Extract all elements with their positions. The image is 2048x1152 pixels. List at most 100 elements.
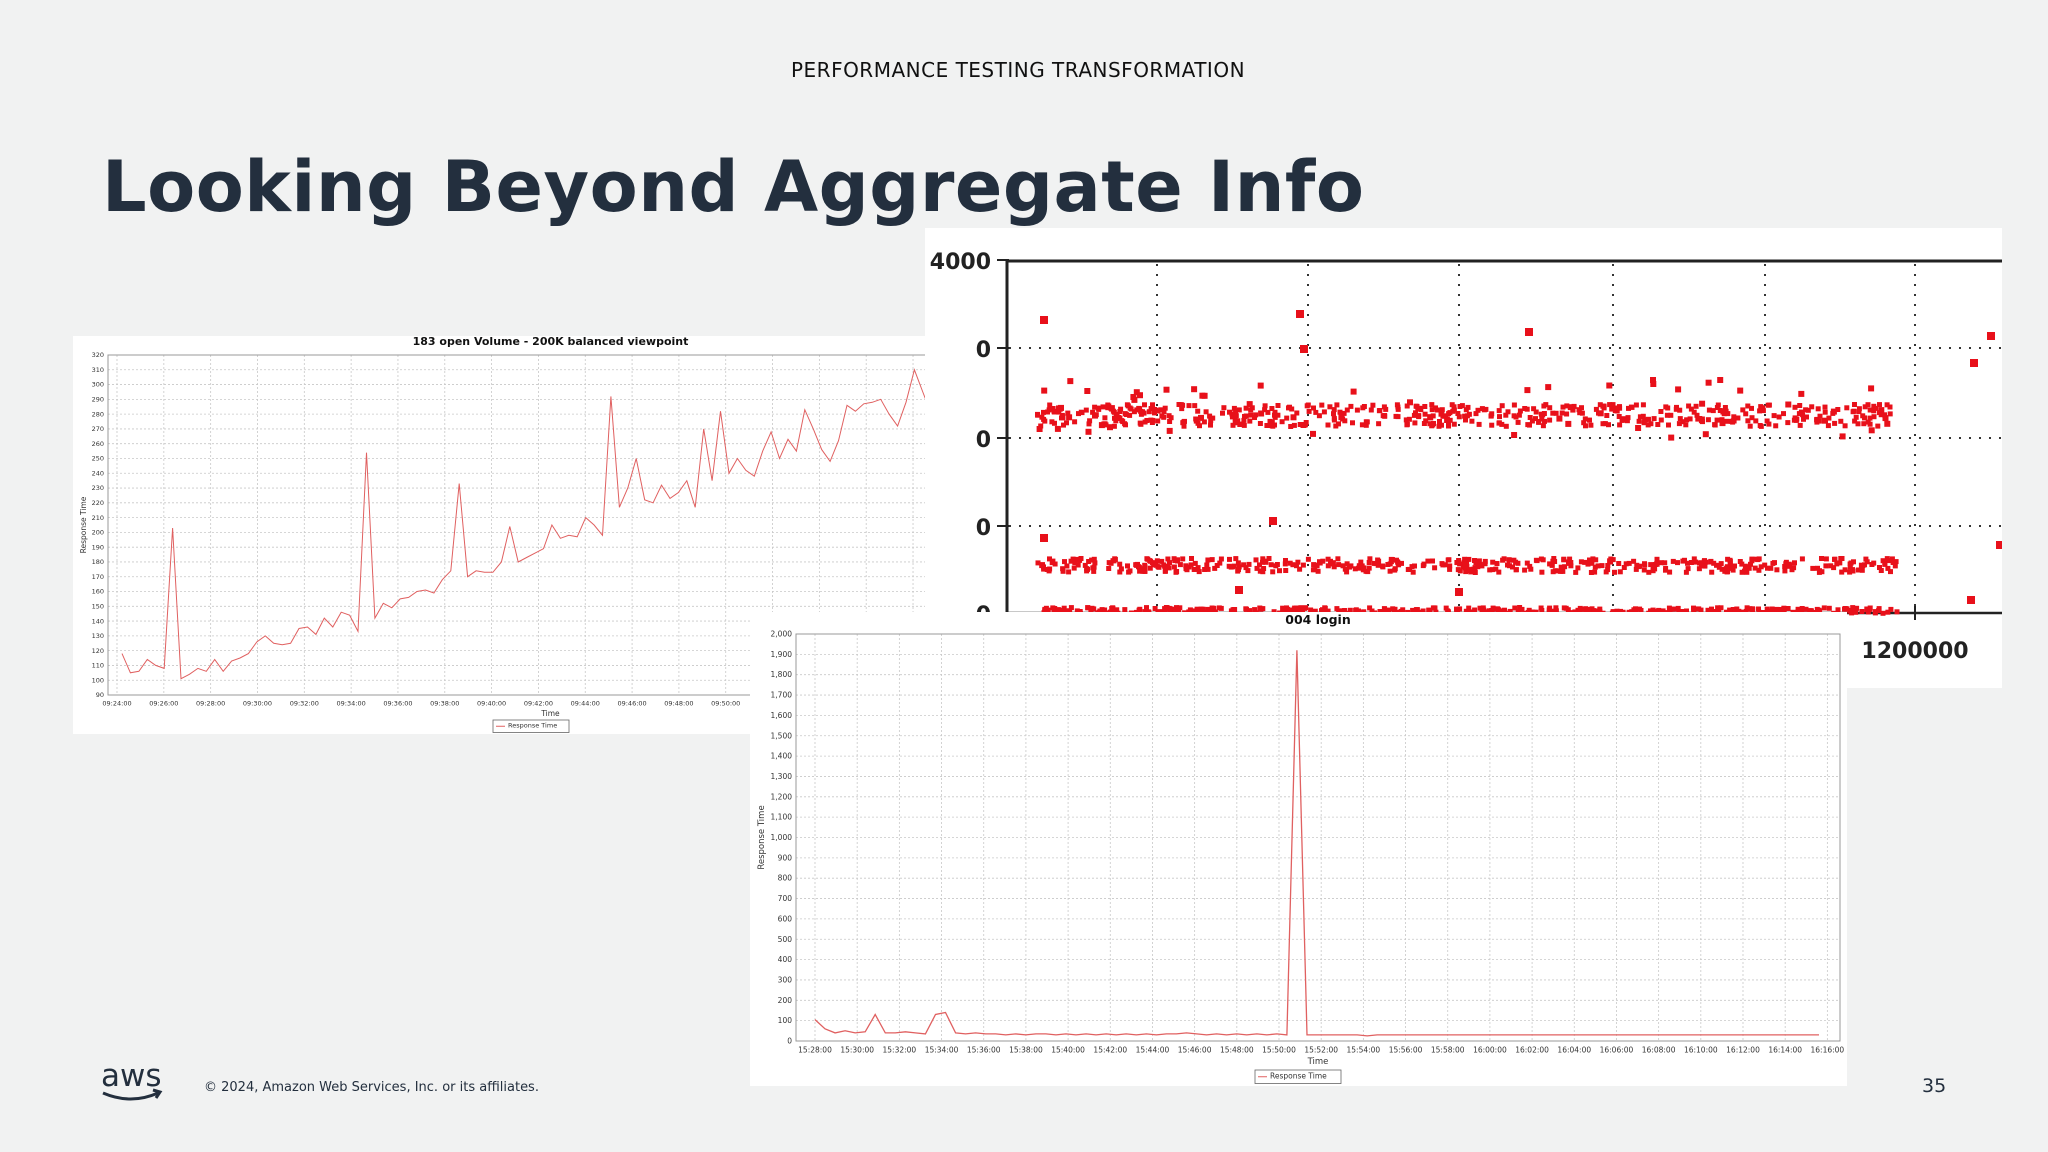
y-tick-label: 150 (92, 602, 104, 610)
scatter-point (1410, 609, 1416, 615)
scatter-point (1717, 377, 1724, 383)
scatter-point (1344, 407, 1350, 413)
scatter-point (1297, 606, 1303, 612)
scatter-point (1810, 565, 1816, 571)
scatter-point (1284, 605, 1289, 611)
y-tick-label: 4000 (930, 250, 991, 275)
scatter-point (1624, 418, 1630, 424)
scatter-point (1479, 406, 1485, 412)
y-tick-label: 0 (976, 338, 991, 363)
scatter-point (1894, 609, 1900, 615)
scatter-point (1835, 607, 1841, 613)
scatter-point (1472, 570, 1478, 575)
scatter-point (1217, 560, 1223, 566)
scatter-point (1547, 405, 1553, 411)
scatter-point (1740, 407, 1746, 413)
scatter-point (1663, 567, 1668, 573)
scatter-point (1566, 560, 1572, 566)
scatter-point (1550, 569, 1556, 575)
scatter-point (1311, 562, 1317, 568)
scatter-point (1558, 564, 1564, 570)
scatter-point (1679, 609, 1684, 614)
scatter-point (1174, 605, 1179, 611)
scatter-point (1192, 608, 1198, 614)
scatter-point (1656, 607, 1662, 613)
y-tick-label: 120 (92, 647, 104, 655)
scatter-point (1651, 608, 1657, 614)
x-tick-label: 15:34:00 (925, 1046, 959, 1055)
scatter-point (1126, 569, 1132, 575)
scatter-point (1773, 423, 1779, 429)
scatter-point (1581, 420, 1587, 426)
scatter-point (1325, 556, 1331, 562)
scatter-point (1476, 421, 1482, 427)
scatter-point (1499, 403, 1505, 409)
scatter-point (1539, 569, 1545, 575)
scatter-point (1625, 415, 1631, 421)
scatter-point (1867, 421, 1873, 427)
scatter-point (1465, 609, 1471, 615)
scatter-point (1358, 559, 1364, 565)
scatter-point (1487, 567, 1493, 573)
scatter-point (1586, 607, 1592, 613)
scatter-point (1749, 556, 1755, 562)
scatter-point (1457, 561, 1463, 567)
scatter-point (1505, 562, 1510, 568)
scatter-point (1246, 401, 1253, 408)
scatter-point (1645, 422, 1651, 428)
scatter-point (1331, 407, 1337, 413)
scatter-point (1394, 402, 1400, 408)
scatter-point (1770, 560, 1776, 566)
scatter-point (1782, 568, 1788, 574)
x-tick-label: 15:44:00 (1136, 1046, 1170, 1055)
scatter-point (1582, 559, 1588, 565)
scatter-point (1065, 410, 1071, 416)
scatter-point (1137, 406, 1142, 412)
scatter-point (1061, 605, 1067, 611)
scatter-point (1100, 404, 1106, 410)
scatter-point (1547, 417, 1553, 423)
scatter-point (1056, 409, 1062, 415)
x-tick-label: 15:46:00 (1178, 1046, 1212, 1055)
scatter-point (1148, 406, 1154, 411)
scatter-point (1203, 409, 1209, 415)
scatter-point (1550, 410, 1556, 416)
scatter-point (1512, 605, 1518, 611)
x-tick-label: 09:42:00 (524, 700, 553, 708)
scatter-point (1675, 386, 1682, 393)
scatter-outlier (1269, 517, 1277, 525)
scatter-point (1609, 406, 1615, 412)
scatter-point (1167, 419, 1173, 424)
scatter-point (1382, 413, 1388, 419)
scatter-point (1154, 558, 1160, 564)
scatter-point (1687, 416, 1693, 422)
scatter-point (1337, 409, 1343, 415)
x-tick-label: 15:52:00 (1304, 1046, 1338, 1055)
scatter-point (1270, 423, 1276, 429)
scatter-point (1489, 422, 1495, 428)
scatter-point (1137, 420, 1143, 426)
scatter-point (1769, 606, 1775, 612)
scatter-point (1214, 563, 1220, 568)
scatter-point (1511, 402, 1517, 408)
scatter-point (1756, 567, 1762, 573)
plot-frame (795, 633, 1841, 1042)
scatter-point (1482, 558, 1488, 564)
scatter-point (1243, 405, 1249, 411)
scatter-point (1715, 402, 1721, 408)
scatter-point (1111, 423, 1117, 429)
scatter-point (1302, 605, 1308, 611)
scatter-point (1565, 607, 1571, 613)
scatter-point (1086, 421, 1092, 427)
scatter-point (1133, 389, 1140, 396)
scatter-point (1797, 422, 1803, 428)
scatter-point (1650, 381, 1657, 387)
scatter-point (1072, 419, 1078, 425)
scatter-point (1499, 421, 1505, 427)
scatter-point (1604, 413, 1610, 418)
scatter-point (1705, 417, 1711, 423)
scatter-point (1314, 563, 1320, 569)
scatter-point (1588, 570, 1594, 575)
scatter-point (1375, 562, 1381, 568)
scatter-point (1247, 608, 1253, 614)
